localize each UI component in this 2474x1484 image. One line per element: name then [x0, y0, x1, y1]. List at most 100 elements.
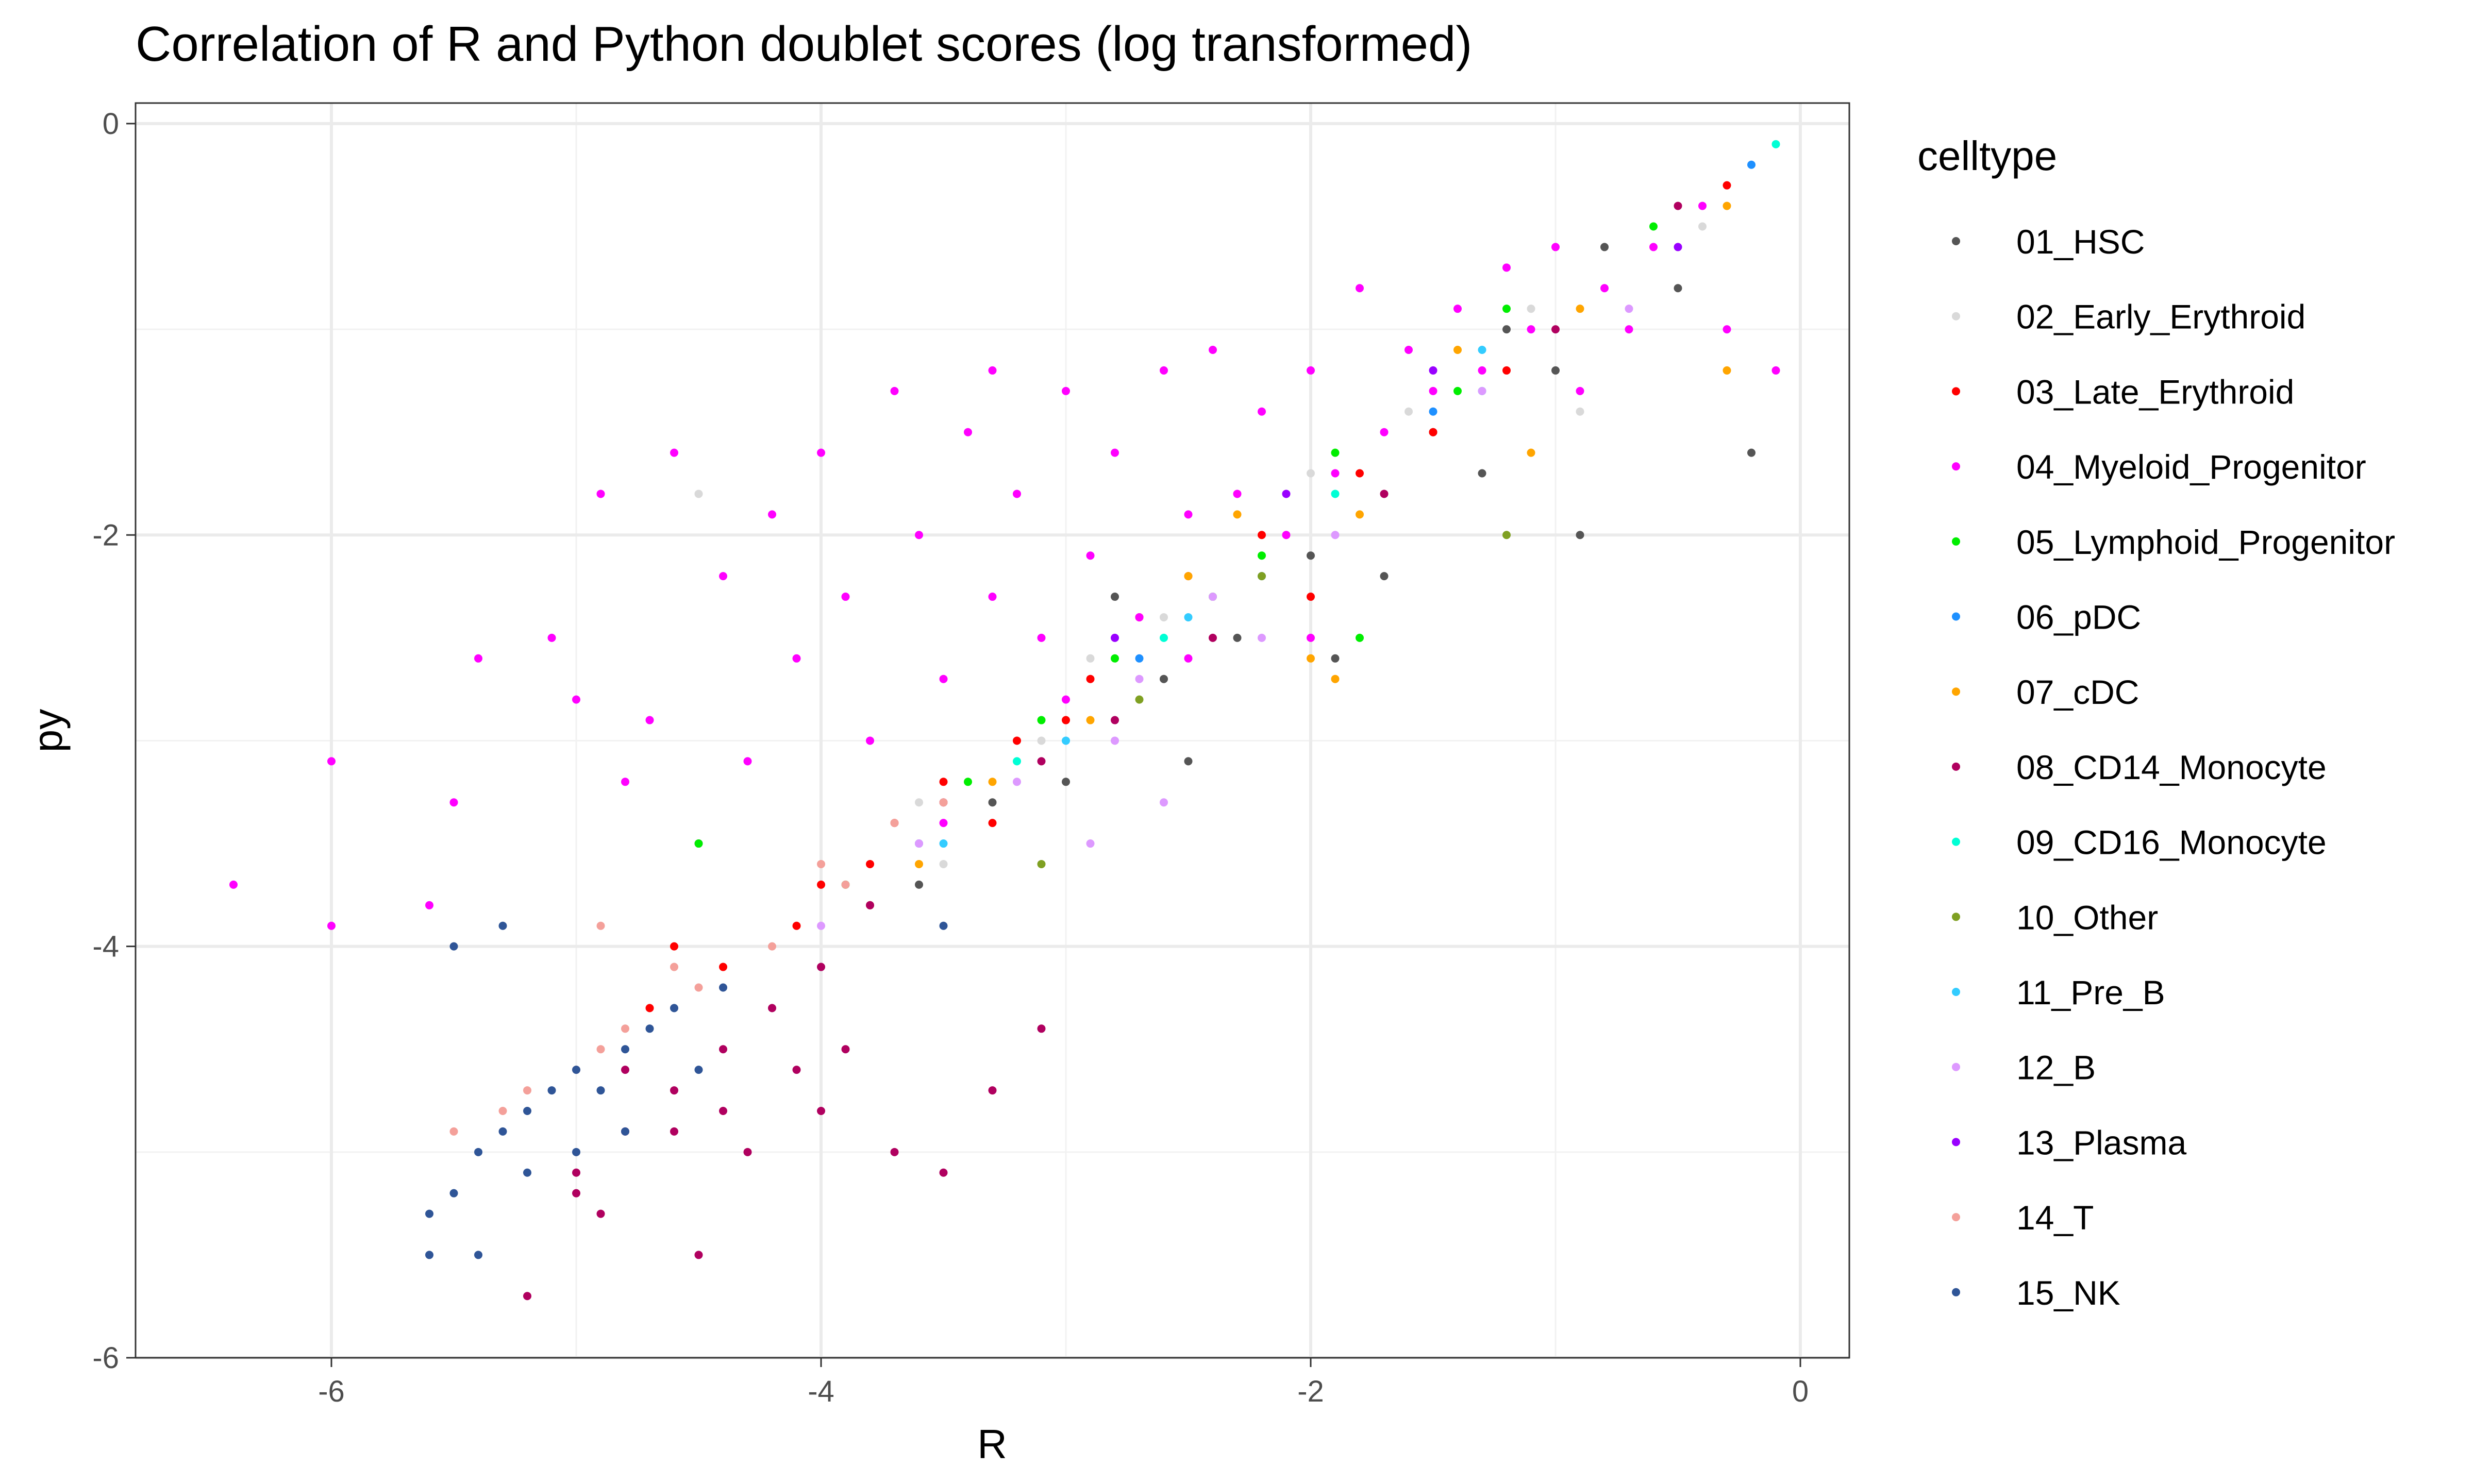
- data-point: [988, 778, 997, 786]
- data-point: [1062, 386, 1070, 395]
- data-point: [1380, 490, 1389, 498]
- data-point: [1013, 490, 1021, 498]
- data-point: [1478, 469, 1486, 478]
- data-point: [1429, 428, 1437, 436]
- data-point: [1771, 140, 1780, 148]
- data-point: [1037, 1024, 1046, 1033]
- data-point: [988, 593, 997, 601]
- legend-key: [1952, 612, 1960, 621]
- data-point: [1258, 407, 1266, 416]
- data-point: [621, 778, 629, 786]
- data-point: [964, 428, 972, 436]
- legend-label: 14_T: [2016, 1199, 2094, 1237]
- data-point: [988, 366, 997, 375]
- data-point: [1331, 490, 1340, 498]
- data-point: [1307, 654, 1315, 663]
- y-axis-title: py: [25, 709, 71, 753]
- data-point: [1502, 325, 1511, 334]
- data-point: [1258, 531, 1266, 539]
- data-point: [572, 1148, 580, 1156]
- data-point: [890, 819, 899, 828]
- data-point: [523, 1292, 531, 1301]
- data-point: [1649, 243, 1658, 251]
- data-point: [719, 572, 727, 581]
- data-point: [1771, 366, 1780, 375]
- x-tick-label: -4: [808, 1375, 834, 1408]
- data-point: [1135, 674, 1144, 683]
- data-point: [1600, 243, 1609, 251]
- data-point: [1160, 366, 1168, 375]
- data-point: [670, 1086, 678, 1095]
- data-point: [841, 880, 850, 889]
- data-point: [1184, 510, 1193, 519]
- data-point: [1160, 798, 1168, 807]
- legend-key: [1952, 537, 1960, 546]
- legend-label: 02_Early_Erythroid: [2016, 298, 2305, 336]
- data-point: [915, 859, 923, 868]
- data-point: [743, 757, 752, 766]
- data-point: [1086, 839, 1095, 848]
- data-point: [1307, 633, 1315, 642]
- data-point: [1747, 448, 1756, 457]
- legend-key: [1952, 762, 1960, 771]
- data-point: [572, 1066, 580, 1074]
- data-point: [1429, 386, 1437, 395]
- data-point: [449, 942, 458, 951]
- data-point: [1478, 366, 1486, 375]
- data-point: [694, 1251, 703, 1259]
- data-point: [1037, 859, 1046, 868]
- data-point: [425, 1251, 433, 1259]
- data-point: [1331, 448, 1340, 457]
- data-point: [939, 798, 948, 807]
- data-point: [768, 510, 776, 519]
- legend-key: [1952, 237, 1960, 245]
- data-point: [1551, 366, 1560, 375]
- data-points: [229, 140, 1780, 1301]
- data-point: [1698, 201, 1707, 210]
- data-point: [1674, 201, 1682, 210]
- data-point: [621, 1045, 629, 1054]
- data-point: [1551, 325, 1560, 334]
- data-point: [1111, 654, 1119, 663]
- data-point: [449, 798, 458, 807]
- data-point: [1233, 510, 1242, 519]
- data-point: [1747, 160, 1756, 169]
- chart-title: Correlation of R and Python doublet scor…: [136, 16, 1472, 72]
- data-point: [719, 963, 727, 971]
- data-point: [1356, 469, 1364, 478]
- data-point: [596, 490, 605, 498]
- data-point: [1160, 674, 1168, 683]
- data-point: [523, 1168, 531, 1177]
- plot-border: [135, 102, 1850, 1359]
- legend-key: [1952, 1288, 1960, 1296]
- data-point: [1576, 407, 1584, 416]
- legend-label: 09_CD16_Monocyte: [2016, 823, 2327, 862]
- data-point: [1184, 572, 1193, 581]
- data-point: [474, 1251, 482, 1259]
- data-point: [596, 1086, 605, 1095]
- legend-label: 13_Plasma: [2016, 1123, 2186, 1161]
- data-point: [474, 654, 482, 663]
- data-point: [768, 942, 776, 951]
- data-point: [596, 1209, 605, 1218]
- data-point: [596, 1045, 605, 1054]
- legend-key: [1952, 988, 1960, 996]
- data-point: [1209, 593, 1217, 601]
- legend-label: 03_Late_Erythroid: [2016, 373, 2294, 411]
- x-axis-title: R: [977, 1421, 1007, 1467]
- legend-key: [1952, 312, 1960, 321]
- data-point: [1135, 654, 1144, 663]
- data-point: [1086, 716, 1095, 724]
- data-point: [1356, 510, 1364, 519]
- data-point: [523, 1106, 531, 1115]
- data-point: [817, 921, 825, 930]
- legend-label: 08_CD14_Monocyte: [2016, 748, 2327, 786]
- data-point: [596, 921, 605, 930]
- data-point: [1551, 243, 1560, 251]
- legend-key: [1952, 913, 1960, 921]
- data-point: [866, 736, 874, 745]
- data-point: [768, 1004, 776, 1013]
- legend-label: 04_Myeloid_Progenitor: [2016, 448, 2366, 486]
- legend-label: 06_pDC: [2016, 598, 2141, 636]
